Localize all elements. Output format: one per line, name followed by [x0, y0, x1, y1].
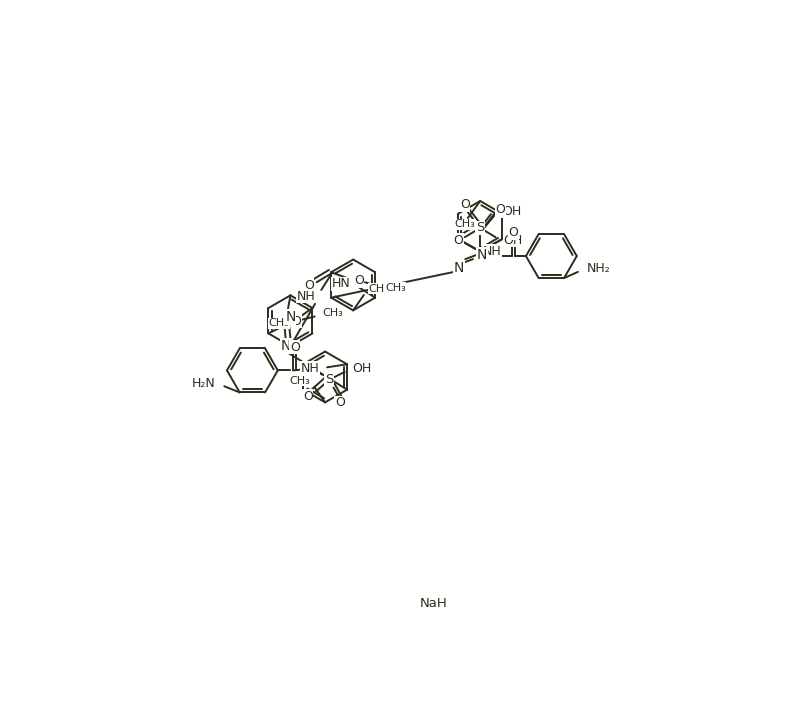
Text: O: O [454, 234, 463, 247]
Text: OH: OH [502, 204, 521, 218]
Text: H₂N: H₂N [191, 377, 215, 390]
Text: N: N [285, 310, 295, 324]
Text: NH: NH [301, 362, 320, 375]
Text: S: S [476, 221, 484, 234]
Text: O: O [304, 279, 314, 292]
Text: HN: HN [332, 278, 350, 290]
Text: S: S [325, 373, 333, 386]
Text: N: N [477, 247, 487, 262]
Text: NH₂: NH₂ [587, 262, 611, 275]
Text: N: N [454, 262, 464, 275]
Text: OH: OH [353, 362, 371, 375]
Text: O: O [354, 274, 364, 287]
Text: CH₃: CH₃ [385, 283, 406, 293]
Text: OH: OH [504, 234, 523, 247]
Text: O: O [335, 396, 345, 409]
Text: O: O [495, 203, 505, 216]
Text: CH₃: CH₃ [269, 319, 290, 329]
Text: O: O [303, 390, 312, 403]
Text: O: O [291, 315, 301, 328]
Text: O: O [460, 198, 470, 211]
Text: NH: NH [296, 290, 315, 303]
Text: NH: NH [483, 245, 502, 258]
Text: NaH: NaH [420, 597, 448, 610]
Text: CH₃: CH₃ [289, 376, 310, 386]
Text: O: O [508, 226, 519, 239]
Text: N: N [281, 339, 291, 353]
Text: CH₃: CH₃ [369, 284, 389, 294]
Text: CH₃: CH₃ [322, 308, 343, 319]
Text: O: O [290, 341, 299, 354]
Text: CH₃: CH₃ [454, 219, 475, 229]
